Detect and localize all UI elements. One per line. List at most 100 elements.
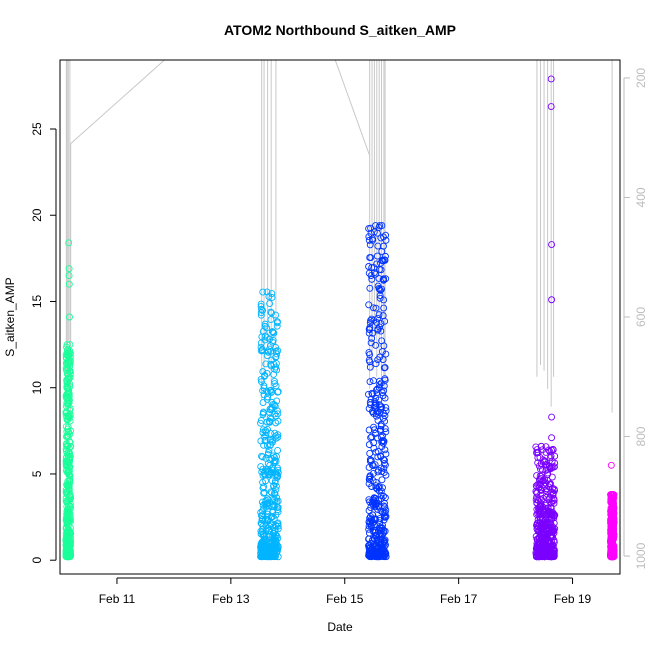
data-point	[368, 315, 376, 323]
data-point	[63, 376, 71, 384]
data-point	[380, 296, 388, 304]
data-point	[271, 429, 279, 437]
data-point	[371, 461, 379, 469]
data-point	[540, 522, 548, 530]
data-point	[268, 328, 276, 336]
data-point	[259, 288, 267, 296]
data-point	[381, 394, 389, 402]
x-axis-label: Date	[327, 620, 353, 634]
data-point	[272, 347, 280, 355]
data-point	[549, 527, 557, 535]
data-point	[263, 548, 271, 556]
data-point	[272, 538, 280, 546]
data-point	[378, 247, 386, 255]
data-point	[63, 352, 71, 360]
data-point	[65, 467, 73, 475]
data-point	[273, 319, 281, 327]
data-point	[272, 311, 280, 319]
data-point	[272, 419, 280, 427]
data-point	[535, 476, 543, 484]
data-point	[545, 547, 553, 555]
data-point	[267, 513, 275, 521]
data-point	[371, 402, 379, 409]
data-point	[267, 342, 274, 350]
data-point	[382, 471, 390, 479]
data-point	[66, 453, 74, 460]
data-point	[262, 431, 269, 439]
data-point	[372, 548, 380, 556]
data-point	[535, 509, 543, 517]
data-point	[382, 236, 390, 244]
data-point	[266, 386, 274, 394]
altitude-segment	[334, 59, 371, 156]
data-point	[258, 452, 265, 460]
data-point	[374, 468, 382, 476]
data-point	[257, 509, 265, 516]
data-point	[260, 543, 268, 550]
data-point	[380, 276, 388, 284]
data-point	[62, 454, 70, 462]
data-point	[370, 423, 378, 431]
data-point	[270, 553, 277, 561]
data-point	[547, 452, 555, 460]
data-point	[538, 496, 546, 504]
data-point	[66, 528, 74, 535]
data-point	[366, 326, 374, 334]
data-point	[378, 476, 386, 484]
data-point	[65, 351, 73, 358]
data-point	[607, 491, 615, 499]
data-point	[538, 553, 546, 561]
data-point	[257, 419, 264, 427]
data-point	[378, 389, 386, 397]
data-point	[375, 311, 383, 319]
data-point	[374, 242, 382, 250]
data-point	[609, 506, 617, 514]
data-point	[267, 542, 275, 550]
data-point	[379, 484, 386, 492]
data-point	[63, 365, 71, 373]
data-point	[379, 312, 387, 320]
data-point	[532, 487, 540, 495]
data-point	[376, 294, 384, 302]
data-point	[372, 304, 380, 312]
data-point	[607, 517, 615, 525]
data-point	[274, 446, 281, 454]
data-point	[63, 399, 71, 407]
y2-tick-label: 1000	[634, 542, 648, 569]
data-point	[265, 345, 273, 353]
y-tick-label: 10	[30, 381, 44, 395]
data-point	[257, 302, 265, 310]
data-point	[62, 412, 70, 420]
data-point	[373, 385, 381, 393]
data-point	[268, 398, 276, 406]
data-point	[607, 498, 615, 506]
data-point	[270, 489, 278, 497]
data-point	[382, 404, 390, 411]
data-point	[374, 326, 382, 334]
data-point	[375, 401, 383, 409]
data-point	[365, 464, 373, 471]
data-point	[536, 502, 544, 510]
data-point	[373, 389, 381, 397]
data-point	[536, 472, 544, 480]
data-point	[365, 356, 373, 364]
data-point	[259, 522, 267, 530]
data-point	[545, 462, 553, 470]
data-point	[65, 463, 73, 471]
data-point	[368, 433, 376, 441]
data-point	[609, 533, 617, 541]
data-point	[66, 536, 74, 543]
data-point	[545, 446, 553, 454]
data-point	[270, 329, 278, 337]
data-point	[274, 543, 282, 551]
data-point	[380, 459, 388, 467]
data-point	[367, 504, 375, 512]
data-point	[261, 320, 269, 328]
data-point	[268, 438, 276, 446]
data-point	[372, 341, 380, 349]
data-point	[66, 410, 74, 418]
data-point	[64, 423, 72, 431]
y2-tick-label: 200	[634, 68, 648, 88]
data-point	[368, 408, 376, 415]
data-point	[549, 523, 557, 531]
